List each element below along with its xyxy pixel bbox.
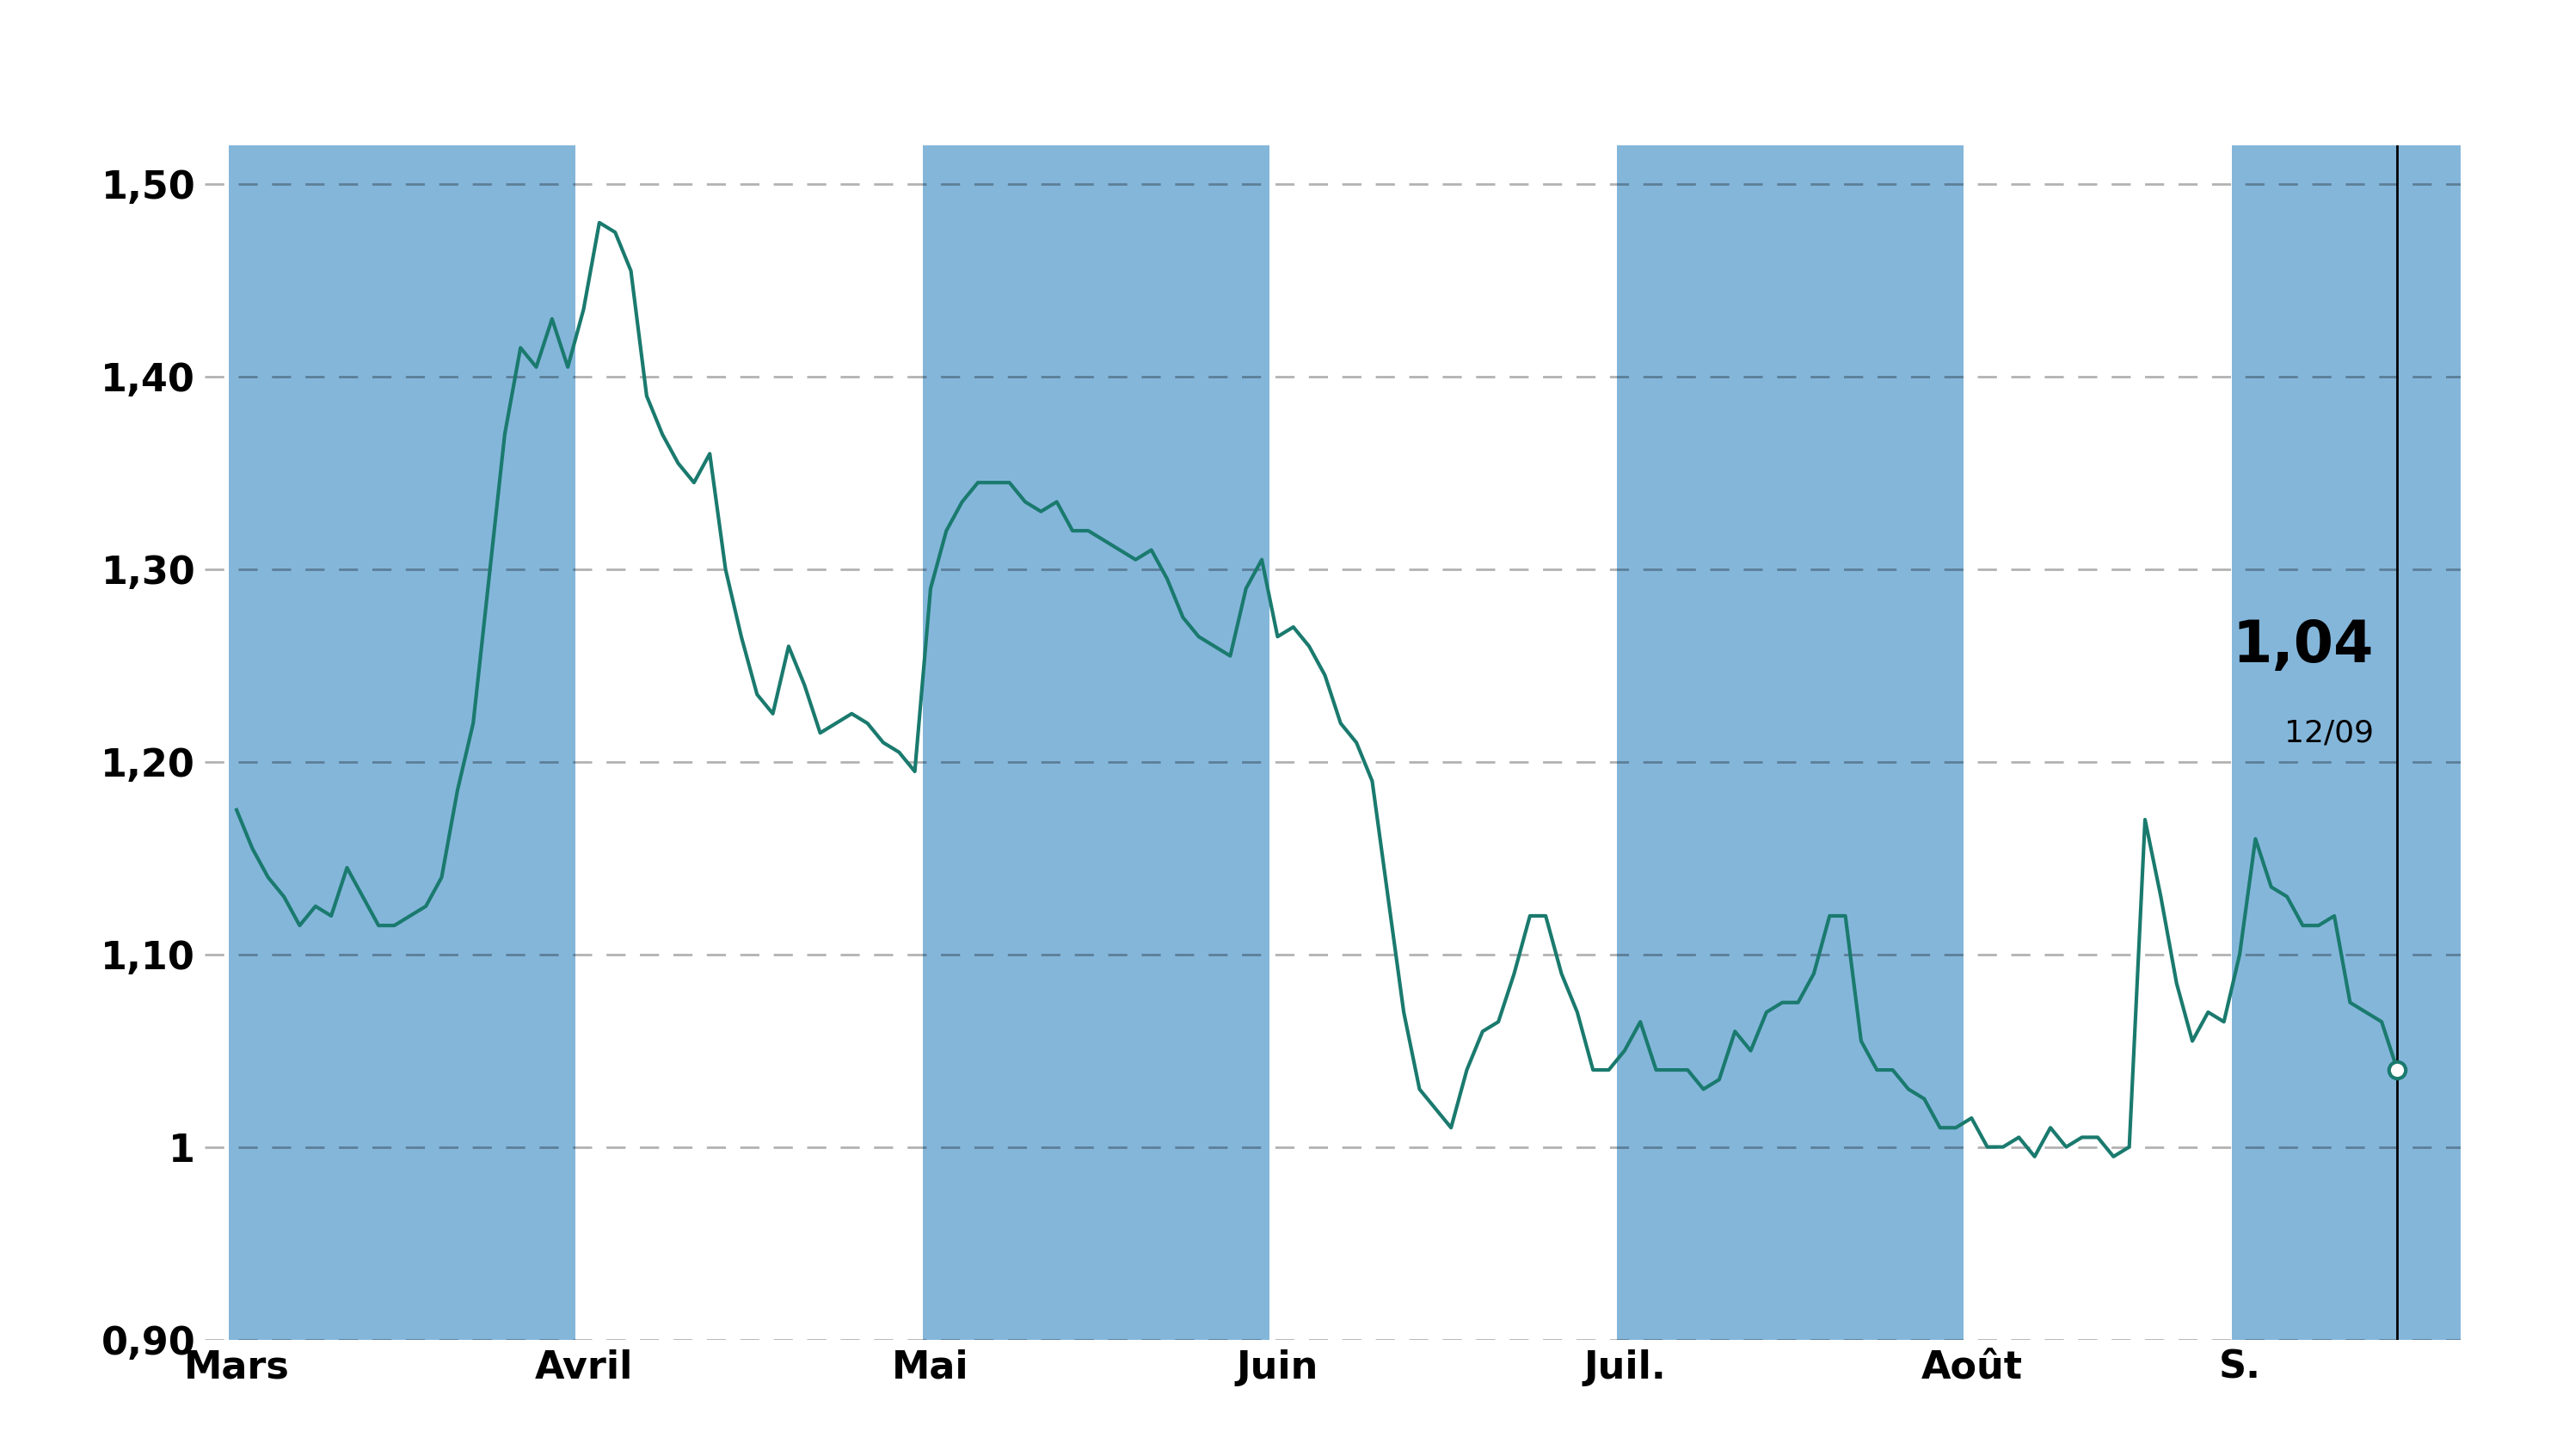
Text: TRANSGENE: TRANSGENE xyxy=(956,19,1607,112)
Bar xyxy=(1617,146,1963,1340)
Bar xyxy=(923,146,1269,1340)
Bar xyxy=(228,146,577,1340)
Text: 1,04: 1,04 xyxy=(2232,617,2373,674)
Text: 12/09: 12/09 xyxy=(2284,718,2373,747)
Bar xyxy=(2232,146,2484,1340)
